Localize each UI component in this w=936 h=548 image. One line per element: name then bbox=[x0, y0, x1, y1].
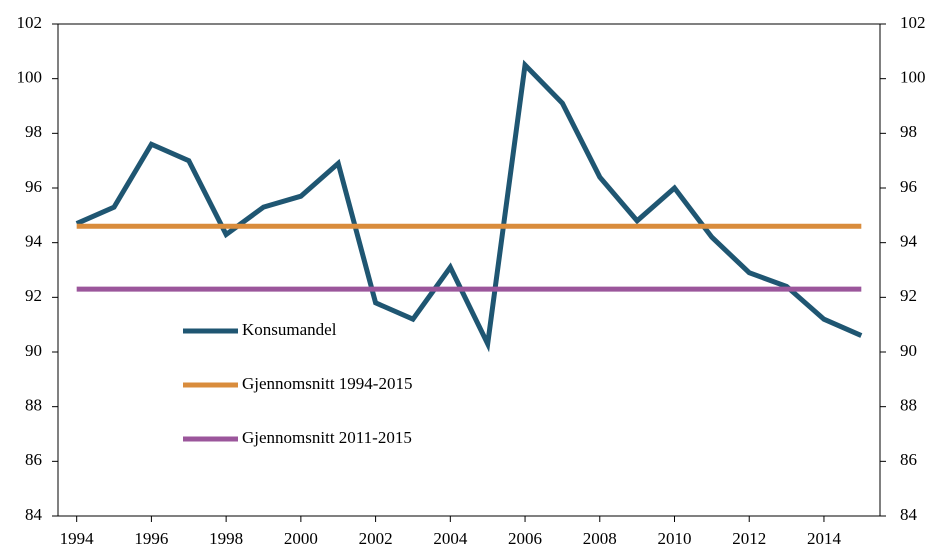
x-tick-label: 2006 bbox=[508, 529, 542, 548]
y-tick-label: 84 bbox=[25, 505, 43, 524]
y-tick-label: 86 bbox=[25, 450, 42, 469]
y2-tick-label: 100 bbox=[900, 68, 926, 87]
y2-tick-label: 98 bbox=[900, 122, 917, 141]
legend-label: Konsumandel bbox=[242, 320, 337, 339]
y-tick-label: 88 bbox=[25, 396, 42, 415]
x-tick-label: 2002 bbox=[359, 529, 393, 548]
x-tick-label: 2010 bbox=[658, 529, 692, 548]
x-tick-label: 1996 bbox=[134, 529, 168, 548]
x-tick-label: 1998 bbox=[209, 529, 243, 548]
y2-tick-label: 102 bbox=[900, 13, 926, 32]
x-tick-label: 2008 bbox=[583, 529, 617, 548]
y2-tick-label: 86 bbox=[900, 450, 917, 469]
y-tick-label: 100 bbox=[17, 68, 43, 87]
plot-frame bbox=[57, 23, 881, 517]
x-tick-label: 2012 bbox=[732, 529, 766, 548]
y2-tick-label: 84 bbox=[900, 505, 918, 524]
y2-tick-label: 88 bbox=[900, 396, 917, 415]
y2-tick-label: 94 bbox=[900, 232, 918, 251]
x-tick-label: 1994 bbox=[60, 529, 95, 548]
legend-label: Gjennomsnitt 1994-2015 bbox=[242, 374, 412, 393]
y2-tick-label: 96 bbox=[900, 177, 917, 196]
y-tick-label: 96 bbox=[25, 177, 42, 196]
y-tick-label: 94 bbox=[25, 232, 43, 251]
y2-tick-label: 90 bbox=[900, 341, 917, 360]
x-tick-label: 2000 bbox=[284, 529, 318, 548]
y-tick-label: 102 bbox=[17, 13, 43, 32]
x-tick-label: 2014 bbox=[807, 529, 842, 548]
y-tick-label: 90 bbox=[25, 341, 42, 360]
x-tick-label: 2004 bbox=[433, 529, 468, 548]
y2-tick-label: 92 bbox=[900, 286, 917, 305]
y-tick-label: 92 bbox=[25, 286, 42, 305]
legend-label: Gjennomsnitt 2011-2015 bbox=[242, 428, 412, 447]
y-tick-label: 98 bbox=[25, 122, 42, 141]
series-line bbox=[75, 59, 863, 353]
